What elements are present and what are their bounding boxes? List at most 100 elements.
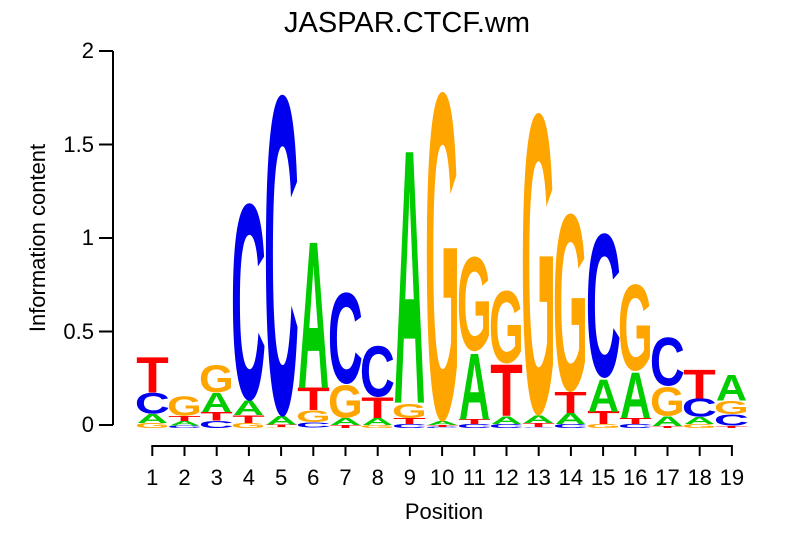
logo-letter-C-pos4: C [231, 147, 266, 458]
logo-letter-A-pos19: A [716, 368, 747, 409]
x-tick-label: 17 [655, 465, 680, 490]
svg-text:C: C [489, 423, 524, 429]
svg-text:G: G [360, 424, 395, 429]
svg-text:A: A [426, 420, 457, 426]
logo-letter-C-pos12: C [489, 423, 524, 429]
svg-text:T: T [361, 392, 393, 425]
x-tick-label: 12 [494, 465, 519, 490]
logo-letter-G-pos4: G [231, 422, 266, 430]
logo-letter-C-pos15: C [586, 193, 621, 420]
svg-text:A: A [620, 359, 651, 432]
x-tick-label: 15 [590, 465, 616, 490]
logo-letter-A-pos5: A [265, 414, 296, 427]
x-tick-label: 8 [371, 465, 384, 490]
svg-text:C: C [650, 323, 685, 400]
logo-letter-C-pos8: C [360, 332, 395, 413]
x-tick-label: 9 [403, 465, 417, 490]
svg-text:G: G [586, 423, 621, 429]
logo-letter-A-pos10: A [426, 420, 457, 426]
x-tick-label: 16 [623, 465, 648, 490]
x-tick-label: 3 [210, 465, 223, 490]
logo-letter-C-pos5: C [264, 0, 299, 509]
svg-text:T: T [555, 386, 588, 420]
svg-text:C: C [457, 423, 492, 429]
svg-text:G: G [521, 26, 556, 503]
svg-text:C: C [199, 419, 234, 430]
x-tick-label: 13 [526, 465, 551, 490]
logo-letter-A-pos17: A [652, 413, 683, 428]
x-tick-label: 14 [558, 465, 584, 490]
logo-letter-T-pos5: T [265, 424, 297, 428]
logo-letter-G-pos18: G [682, 423, 717, 429]
svg-text:G: G [392, 400, 427, 422]
logo-letter-T-pos9: T [394, 417, 426, 426]
logo-letter-G-pos16: G [618, 259, 653, 397]
svg-text:C: C [360, 332, 395, 413]
svg-text:G: G [425, 0, 460, 517]
svg-text:A: A [233, 396, 264, 419]
logo-letter-G-pos3: G [199, 357, 234, 400]
svg-text:C: C [167, 425, 202, 429]
logo-letter-C-pos9: C [392, 423, 427, 429]
logo-letter-C-pos11: C [457, 423, 492, 429]
logo-letter-A-pos3: A [201, 387, 232, 418]
logo-letter-A-pos18: A [684, 415, 715, 426]
svg-text:A: A [137, 412, 168, 426]
svg-text:G: G [167, 390, 202, 422]
logo-letter-T-pos16: T [619, 417, 651, 426]
logo-letter-G-pos7: G [328, 376, 363, 428]
x-axis-label: Position [404, 499, 484, 524]
svg-text:A: A [459, 333, 490, 440]
svg-text:T: T [651, 425, 683, 428]
logo-letter-T-pos3: T [200, 410, 233, 423]
svg-text:G: G [328, 376, 363, 428]
y-tick-label: 0.5 [63, 318, 94, 344]
logo-letter-A-pos16: A [620, 359, 651, 432]
logo-letter-C-pos6: C [296, 421, 331, 429]
logo-letter-A-pos4: A [233, 396, 264, 419]
svg-text:T: T [458, 418, 490, 426]
svg-text:T: T [233, 413, 266, 426]
logo-letter-A-pos7: A [330, 416, 361, 427]
logo-letter-T-pos14: T [555, 386, 588, 420]
svg-text:A: A [652, 413, 683, 428]
svg-text:C: C [296, 421, 331, 429]
svg-text:C: C [521, 427, 556, 428]
svg-text:C: C [425, 427, 460, 429]
logo-letter-T-pos4: T [233, 413, 266, 426]
svg-text:A: A [555, 410, 586, 427]
x-tick-label: 19 [719, 465, 745, 490]
svg-text:A: A [330, 416, 361, 427]
logo-letter-G-pos6: G [296, 408, 331, 426]
svg-text:A: A [684, 415, 715, 426]
svg-text:G: G [457, 231, 492, 380]
logo-letter-T-pos7: T [329, 424, 361, 429]
logo-letter-A-pos13: A [523, 413, 554, 426]
svg-text:A: A [298, 198, 329, 433]
logo-letter-T-pos19: T [716, 425, 748, 428]
logo-letter-A-pos15: A [587, 369, 618, 422]
logo-letter-T-pos2: T [168, 415, 200, 423]
svg-text:C: C [135, 388, 170, 420]
logo-letter-G-pos8: G [360, 424, 395, 429]
logo-letter-T-pos13: T [522, 422, 554, 428]
y-tick-label: 1 [81, 225, 94, 250]
logo-letter-T-pos18: T [683, 362, 715, 408]
svg-text:T: T [522, 422, 554, 428]
svg-text:T: T [490, 349, 522, 432]
logo-letter-G-pos19: G [714, 398, 749, 418]
svg-text:C: C [231, 147, 266, 458]
logo-letter-C-pos10: C [425, 427, 460, 429]
svg-text:T: T [329, 424, 361, 429]
logo-letter-A-pos8: A [362, 416, 393, 427]
svg-text:C: C [682, 394, 717, 423]
x-tick-label: 18 [687, 465, 712, 490]
logo-letter-G-pos9: G [392, 400, 427, 422]
y-tick-label: 1.5 [63, 131, 94, 157]
logo-letter-T-pos8: T [361, 392, 393, 425]
logo-letter-G-pos14: G [553, 162, 588, 443]
svg-text:G: G [135, 422, 170, 430]
logo-letter-G-pos1: G [135, 422, 170, 430]
